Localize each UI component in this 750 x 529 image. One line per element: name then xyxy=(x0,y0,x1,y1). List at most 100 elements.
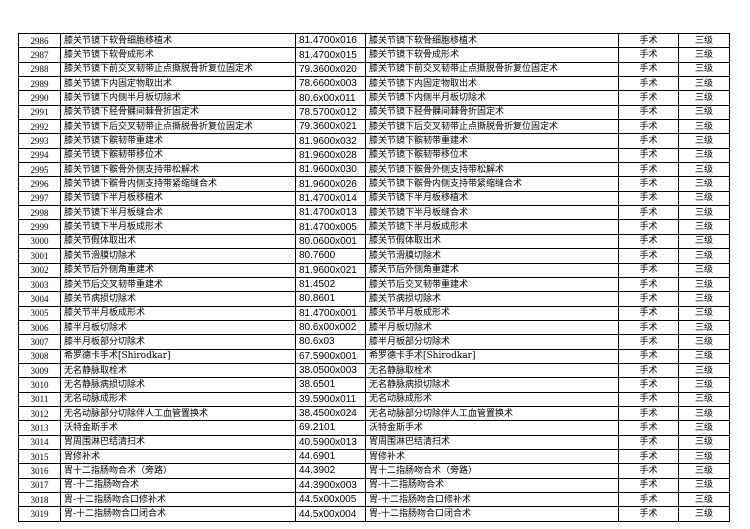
table-row: 3000 膝关节假体取出术 80.0600x001 膝关节假体取出术 手术 三级 xyxy=(18,233,730,250)
procedure-code: 79.3600x020 xyxy=(295,61,366,78)
procedure-name-repeat: 无名静脉病损切除术 xyxy=(365,377,619,393)
table-row: 2992 膝关节镜下后交叉韧带止点撕脱骨折复位固定术 79.3600x021 膝关节镜… xyxy=(18,119,730,135)
row-number: 3016 xyxy=(18,463,61,479)
procedure-code: 80.6x00x002 xyxy=(295,319,366,336)
procedure-name-repeat: 膝半月板切除术 xyxy=(365,319,619,336)
procedure-code: 80.8601 xyxy=(295,291,366,307)
procedure-name-repeat: 胃十二指肠吻合术（旁路） xyxy=(365,463,619,479)
procedure-level: 三级 xyxy=(678,420,730,436)
procedure-name: 膝关节镜下后交叉韧带止点撕脱骨折复位固定术 xyxy=(60,119,296,135)
row-number: 2989 xyxy=(18,76,61,92)
procedure-level: 三级 xyxy=(678,362,730,379)
row-number: 2998 xyxy=(18,205,61,221)
procedure-code: 81.4700x016 xyxy=(295,32,366,49)
procedure-code: 80.0600x001 xyxy=(295,233,366,250)
table-row: 3001 膝关节滑膜切除术 80.7600 膝关节滑膜切除术 手术 三级 xyxy=(18,248,730,264)
procedure-name: 胃-十二指肠吻合术 xyxy=(60,477,296,494)
procedure-level: 三级 xyxy=(678,477,730,494)
procedure-level: 三级 xyxy=(678,147,730,164)
procedure-type: 手术 xyxy=(618,47,679,63)
procedure-name-repeat: 膝关节镜下半月板缝合术 xyxy=(365,205,619,221)
procedure-type: 手术 xyxy=(618,147,679,164)
procedure-code: 81.4700x014 xyxy=(295,190,366,207)
procedure-name: 无名静脉病损切除术 xyxy=(60,377,296,393)
procedure-name-repeat: 膝关节半月板成形术 xyxy=(365,305,619,321)
procedure-level: 三级 xyxy=(678,61,730,78)
procedure-code: 44.5x00x005 xyxy=(295,491,366,508)
procedure-level: 三级 xyxy=(678,248,730,264)
procedure-name-repeat: 膝关节假体取出术 xyxy=(365,233,619,250)
table-row: 2988 膝关节镜下前交叉韧带止点撕脱骨折复位固定术 79.3600x020 膝关节镜… xyxy=(18,61,730,78)
row-number: 2997 xyxy=(18,190,61,207)
procedure-name-repeat: 胃-十二指肠吻合口闭合术 xyxy=(365,506,619,522)
procedure-level: 三级 xyxy=(678,305,730,321)
procedure-name-repeat: 膝半月板部分切除术 xyxy=(365,334,619,350)
row-number: 3009 xyxy=(18,362,61,379)
procedure-level: 三级 xyxy=(678,448,730,465)
procedure-name: 膝关节镜下髌骨外侧支持带松解术 xyxy=(60,162,296,178)
procedure-name-repeat: 膝关节镜下软骨细胞移植术 xyxy=(365,32,619,49)
procedure-level: 三级 xyxy=(678,205,730,221)
procedure-type: 手术 xyxy=(618,219,679,235)
procedure-name: 膝关节镜下半月板缝合术 xyxy=(60,205,296,221)
procedure-level: 三级 xyxy=(678,405,730,422)
procedure-level: 三级 xyxy=(678,47,730,63)
table-row: 2998 膝关节镜下半月板缝合术 81.4700x013 膝关节镜下半月板缝合术 手术三… xyxy=(18,205,730,221)
procedure-code: 81.4700x013 xyxy=(295,205,366,221)
table-row: 2990 膝关节镜下内侧半月板切除术 80.6x00x011 膝关节镜下内侧半月板切除… xyxy=(18,90,730,106)
procedure-type: 手术 xyxy=(618,76,679,92)
procedure-level: 三级 xyxy=(678,348,730,364)
table-row: 3016 胃十二指肠吻合术（旁路） 44.3902 胃十二指肠吻合术（旁路） 手术 三级 xyxy=(18,463,730,479)
procedure-type: 手术 xyxy=(618,90,679,106)
procedure-name-repeat: 胃周围淋巴结清扫术 xyxy=(365,434,619,450)
table-row: 3006 膝半月板切除术 80.6x00x002 膝半月板切除术 手术 三级 xyxy=(18,319,730,336)
procedure-level: 三级 xyxy=(678,463,730,479)
table-row: 3007 膝半月板部分切除术 80.6x03 膝半月板部分切除术 手术 三级 xyxy=(18,334,730,350)
procedure-code: 38.6501 xyxy=(295,377,366,393)
row-number: 3008 xyxy=(18,348,61,364)
row-number: 3006 xyxy=(18,319,61,336)
procedure-name: 膝关节镜下内固定物取出术 xyxy=(60,76,296,92)
procedure-type: 手术 xyxy=(618,348,679,364)
table-row: 3013 沃特金斯手术 69.2101 沃特金斯手术 手术 三级 xyxy=(18,420,730,436)
row-number: 3013 xyxy=(18,420,61,436)
procedure-type: 手术 xyxy=(618,420,679,436)
procedure-type: 手术 xyxy=(618,291,679,307)
table-row: 2993 膝关节镜下髌韧带重建术 81.9600x032 膝关节镜下髌韧带重建术 手术三… xyxy=(18,133,730,149)
procedure-level: 三级 xyxy=(678,506,730,522)
table-row: 2991 膝关节镜下胫骨髁间棘骨折固定术 78.5700x012 膝关节镜下胫骨髁间棘… xyxy=(18,104,730,121)
row-number: 2999 xyxy=(18,219,61,235)
procedure-code: 44.3902 xyxy=(295,463,366,479)
procedure-name-repeat: 无名动脉部分切除伴人工血管置换术 xyxy=(365,405,619,422)
table-row: 3012 无名动脉部分切除伴人工血管置换术 38.4500x024 无名动脉部分切除伴… xyxy=(18,405,730,422)
procedure-name: 膝关节镜下前交叉韧带止点撕脱骨折复位固定术 xyxy=(60,61,296,78)
procedure-level: 三级 xyxy=(678,434,730,450)
procedure-name: 胃十二指肠吻合术（旁路） xyxy=(60,463,296,479)
procedure-code: 67.5900x001 xyxy=(295,348,366,364)
procedure-level: 三级 xyxy=(678,32,730,49)
procedure-type: 手术 xyxy=(618,305,679,321)
procedure-name-repeat: 无名动脉成形术 xyxy=(365,391,619,407)
table-row: 3010 无名静脉病损切除术 38.6501 无名静脉病损切除术 手术 三级 xyxy=(18,377,730,393)
row-number: 3000 xyxy=(18,233,61,250)
procedure-code: 80.6x00x011 xyxy=(295,90,366,106)
row-number: 3019 xyxy=(18,506,61,522)
procedure-name-repeat: 膝关节镜下髌骨外侧支持带松解术 xyxy=(365,162,619,178)
procedure-code: 81.9600x030 xyxy=(295,162,366,178)
procedure-type: 手术 xyxy=(618,334,679,350)
procedure-name-repeat: 膝关节滑膜切除术 xyxy=(365,248,619,264)
procedure-level: 三级 xyxy=(678,162,730,178)
procedure-level: 三级 xyxy=(678,334,730,350)
procedure-type: 手术 xyxy=(618,190,679,207)
procedure-name: 膝关节镜下软骨细胞移植术 xyxy=(60,32,296,49)
procedure-code: 81.4700x001 xyxy=(295,305,366,321)
procedure-level: 三级 xyxy=(678,233,730,250)
table-row: 2989 膝关节镜下内固定物取出术 78.6600x003 膝关节镜下内固定物取出术手… xyxy=(18,76,730,92)
row-number: 2995 xyxy=(18,162,61,178)
procedure-name-repeat: 胃-十二指肠吻合口修补术 xyxy=(365,491,619,508)
procedure-name: 膝关节镜下半月板成形术 xyxy=(60,219,296,235)
table-row: 2995 膝关节镜下髌骨外侧支持带松解术 81.9600x030 膝关节镜下髌骨外侧支… xyxy=(18,162,730,178)
procedure-type: 手术 xyxy=(618,205,679,221)
procedure-name-repeat: 膝关节镜下髌韧带移位术 xyxy=(365,147,619,164)
procedure-code: 81.9600x032 xyxy=(295,133,366,149)
